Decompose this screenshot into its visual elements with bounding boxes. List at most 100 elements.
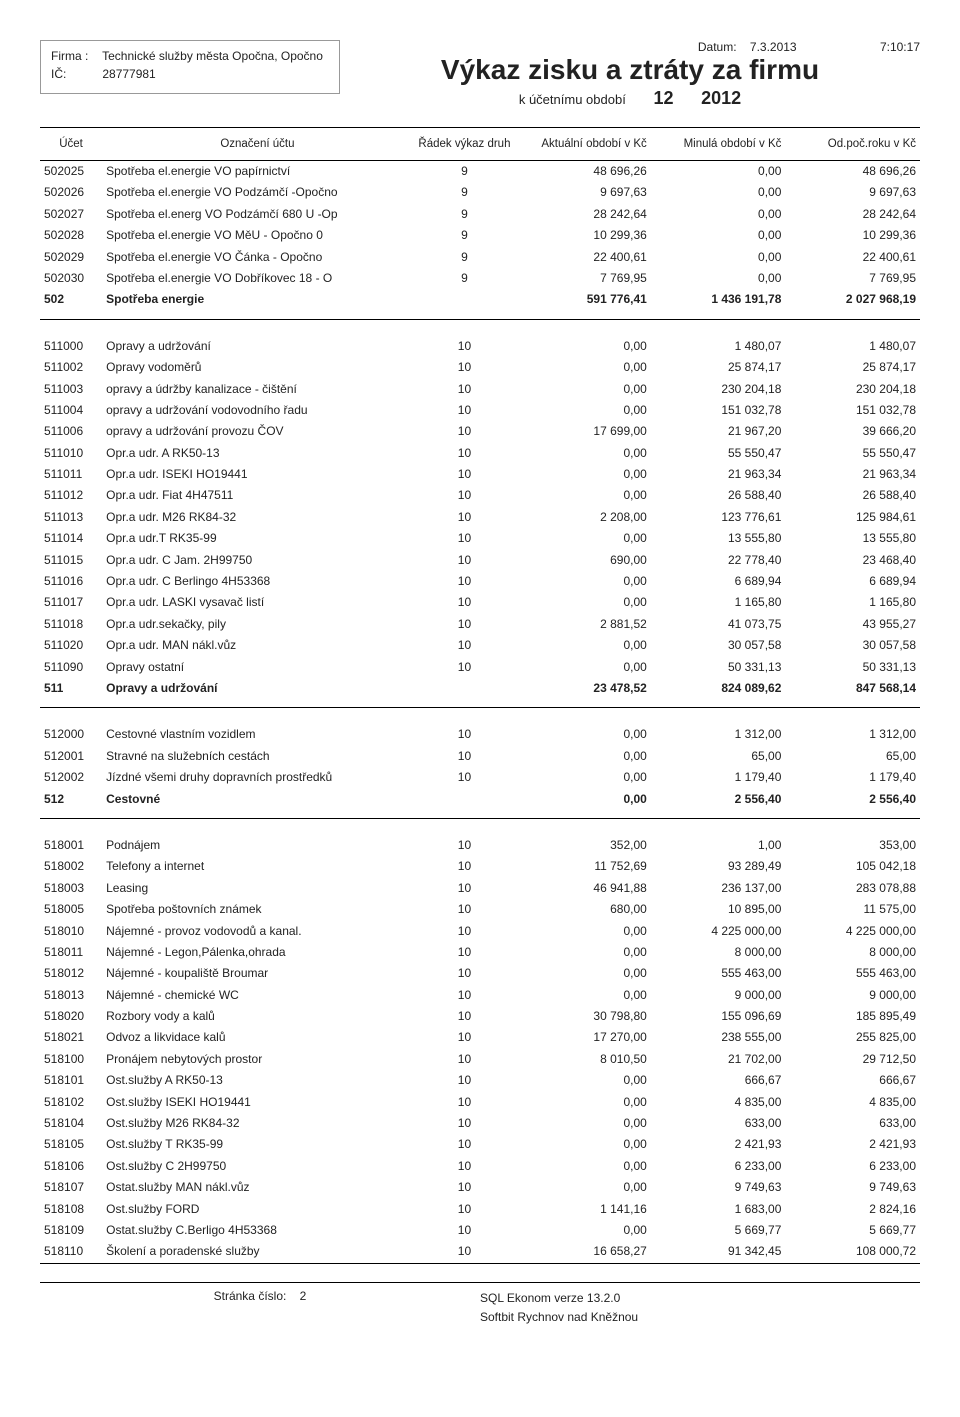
cell-aktualni: 0,00 xyxy=(516,357,651,378)
cell-oznaceni: Nájemné - Legon,Pálenka,ohrada xyxy=(102,942,413,963)
cell-radek: 10 xyxy=(413,767,517,788)
cell-ucet: 511004 xyxy=(40,400,102,421)
cell-ucet: 511 xyxy=(40,678,102,708)
table-row: 518108Ost.služby FORD101 141,161 683,002… xyxy=(40,1199,920,1220)
table-row: 502029Spotřeba el.energie VO Čánka - Opo… xyxy=(40,247,920,268)
cell-oznaceni: Jízdné všemi druhy dopravních prostředků xyxy=(102,767,413,788)
cell-oznaceni: Ost.služby A RK50-13 xyxy=(102,1070,413,1091)
cell-minula: 0,00 xyxy=(651,268,786,289)
cell-ucet: 518021 xyxy=(40,1027,102,1048)
table-row: 518107Ostat.služby MAN nákl.vůz100,009 7… xyxy=(40,1177,920,1198)
cell-aktualni: 11 752,69 xyxy=(516,856,651,877)
cell-ucet: 511017 xyxy=(40,592,102,613)
cell-odpoc: 555 463,00 xyxy=(785,963,920,984)
cell-odpoc: 9 000,00 xyxy=(785,985,920,1006)
cell-aktualni: 9 697,63 xyxy=(516,182,651,203)
cell-odpoc: 29 712,50 xyxy=(785,1049,920,1070)
cell-odpoc: 25 874,17 xyxy=(785,357,920,378)
cell-ucet: 518109 xyxy=(40,1220,102,1241)
cell-radek: 10 xyxy=(413,657,517,678)
table-row: 512000Cestovné vlastním vozidlem100,001 … xyxy=(40,724,920,745)
cell-minula: 25 874,17 xyxy=(651,357,786,378)
cell-aktualni: 0,00 xyxy=(516,789,651,819)
page-number: 2 xyxy=(300,1289,307,1303)
cell-minula: 9 749,63 xyxy=(651,1177,786,1198)
table-row: 511020Opr.a udr. MAN nákl.vůz100,0030 05… xyxy=(40,635,920,656)
cell-oznaceni: Spotřeba energie xyxy=(102,289,413,319)
cell-ucet: 518013 xyxy=(40,985,102,1006)
cell-radek: 10 xyxy=(413,1113,517,1134)
cell-ucet: 518003 xyxy=(40,878,102,899)
cell-radek: 9 xyxy=(413,247,517,268)
cell-radek: 10 xyxy=(413,379,517,400)
cell-odpoc: 2 824,16 xyxy=(785,1199,920,1220)
cell-oznaceni: Ost.služby ISEKI HO19441 xyxy=(102,1092,413,1113)
cell-minula: 824 089,62 xyxy=(651,678,786,708)
cell-minula: 4 835,00 xyxy=(651,1092,786,1113)
cell-ucet: 511020 xyxy=(40,635,102,656)
ic-label: IČ: xyxy=(51,65,99,83)
cell-odpoc: 13 555,80 xyxy=(785,528,920,549)
cell-odpoc: 4 835,00 xyxy=(785,1092,920,1113)
table-row: 502030Spotřeba el.energie VO Dobříkovec … xyxy=(40,268,920,289)
cell-aktualni: 0,00 xyxy=(516,1177,651,1198)
cell-minula: 155 096,69 xyxy=(651,1006,786,1027)
table-row: 511018Opr.a udr.sekačky, pily102 881,524… xyxy=(40,614,920,635)
cell-radek: 10 xyxy=(413,635,517,656)
cell-oznaceni: Leasing xyxy=(102,878,413,899)
col-oznaceni: Označení účtu xyxy=(102,128,413,161)
cell-radek: 10 xyxy=(413,856,517,877)
cell-oznaceni: Podnájem xyxy=(102,835,413,856)
cell-aktualni: 0,00 xyxy=(516,336,651,357)
cell-oznaceni: Opr.a udr. C Jam. 2H99750 xyxy=(102,550,413,571)
table-row: 511006opravy a udržování provozu ČOV1017… xyxy=(40,421,920,442)
cell-minula: 0,00 xyxy=(651,225,786,246)
software-version: SQL Ekonom verze 13.2.0 xyxy=(480,1289,920,1308)
cell-radek: 10 xyxy=(413,899,517,920)
cell-ucet: 511002 xyxy=(40,357,102,378)
cell-ucet: 511090 xyxy=(40,657,102,678)
cell-minula: 22 778,40 xyxy=(651,550,786,571)
cell-ucet: 518108 xyxy=(40,1199,102,1220)
cell-odpoc: 8 000,00 xyxy=(785,942,920,963)
cell-oznaceni: opravy a údržby kanalizace - čištění xyxy=(102,379,413,400)
cell-aktualni: 2 881,52 xyxy=(516,614,651,635)
cell-radek: 9 xyxy=(413,161,517,183)
cell-aktualni: 0,00 xyxy=(516,1113,651,1134)
cell-ucet: 502 xyxy=(40,289,102,319)
cell-oznaceni: Školení a poradenské služby xyxy=(102,1241,413,1263)
report-table: Účet Označení účtu Řádek výkaz druh Aktu… xyxy=(40,127,920,1264)
page-label: Stránka číslo: xyxy=(214,1289,287,1303)
cell-aktualni: 0,00 xyxy=(516,379,651,400)
cell-odpoc: 2 556,40 xyxy=(785,789,920,819)
report-title: Výkaz zisku a ztráty za firmu xyxy=(340,54,920,86)
cell-ucet: 502028 xyxy=(40,225,102,246)
cell-minula: 55 550,47 xyxy=(651,443,786,464)
cell-radek: 10 xyxy=(413,357,517,378)
cell-minula: 1 179,40 xyxy=(651,767,786,788)
cell-radek: 10 xyxy=(413,921,517,942)
cell-radek: 10 xyxy=(413,1199,517,1220)
cell-odpoc: 847 568,14 xyxy=(785,678,920,708)
table-row: 512Cestovné0,002 556,402 556,40 xyxy=(40,789,920,819)
cell-radek: 10 xyxy=(413,985,517,1006)
table-row: 502026Spotřeba el.energie VO Podzámčí -O… xyxy=(40,182,920,203)
cell-oznaceni: Spotřeba el.energie VO MěU - Opočno 0 xyxy=(102,225,413,246)
cell-odpoc: 10 299,36 xyxy=(785,225,920,246)
cell-ucet: 511016 xyxy=(40,571,102,592)
cell-odpoc: 1 179,40 xyxy=(785,767,920,788)
cell-ucet: 518105 xyxy=(40,1134,102,1155)
cell-odpoc: 666,67 xyxy=(785,1070,920,1091)
cell-minula: 50 331,13 xyxy=(651,657,786,678)
cell-odpoc: 185 895,49 xyxy=(785,1006,920,1027)
cell-aktualni: 352,00 xyxy=(516,835,651,856)
cell-radek: 10 xyxy=(413,1006,517,1027)
cell-ucet: 518010 xyxy=(40,921,102,942)
table-head: Účet Označení účtu Řádek výkaz druh Aktu… xyxy=(40,128,920,161)
table-row: 518020Rozbory vody a kalů1030 798,80155 … xyxy=(40,1006,920,1027)
cell-oznaceni: Opravy ostatní xyxy=(102,657,413,678)
cell-radek: 10 xyxy=(413,1241,517,1263)
table-row xyxy=(40,319,920,336)
cell-radek: 10 xyxy=(413,724,517,745)
cell-odpoc: 23 468,40 xyxy=(785,550,920,571)
